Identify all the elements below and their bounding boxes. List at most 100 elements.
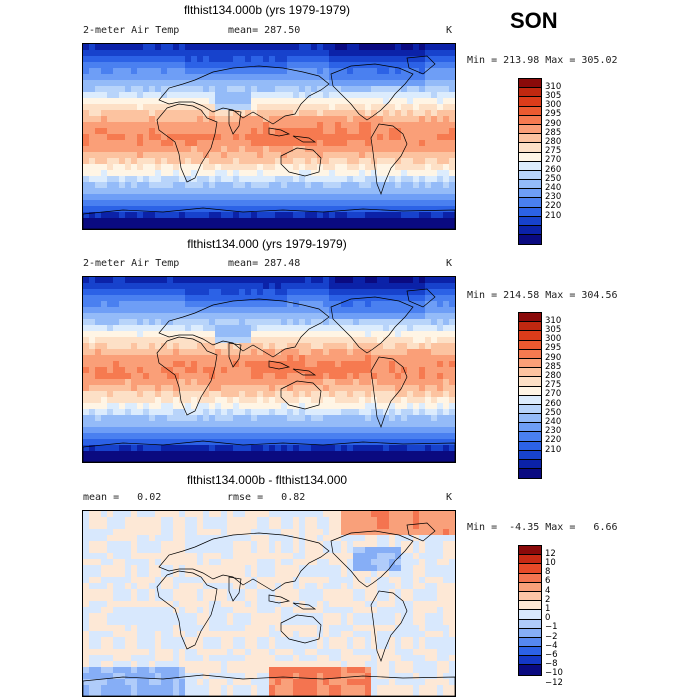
field-cell bbox=[119, 194, 126, 201]
field-cell bbox=[107, 164, 114, 171]
field-cell bbox=[131, 517, 138, 524]
field-cell bbox=[221, 200, 228, 207]
field-cell bbox=[389, 164, 396, 171]
field-cell bbox=[113, 283, 120, 290]
field-cell bbox=[287, 523, 294, 530]
field-cell bbox=[209, 445, 216, 452]
field-cell bbox=[95, 188, 102, 195]
field-cell bbox=[347, 164, 354, 171]
field-cell bbox=[341, 206, 348, 213]
field-cell bbox=[215, 128, 222, 135]
field-cell bbox=[143, 547, 150, 554]
field-cell bbox=[335, 170, 342, 177]
field-cell bbox=[347, 50, 354, 57]
field-cell bbox=[383, 583, 390, 590]
field-cell bbox=[131, 565, 138, 572]
field-cell bbox=[173, 68, 180, 75]
field-cell bbox=[83, 529, 90, 536]
field-cell bbox=[443, 403, 450, 410]
field-cell bbox=[365, 445, 372, 452]
field-cell bbox=[149, 415, 156, 422]
field-cell bbox=[155, 319, 162, 326]
field-cell bbox=[161, 122, 168, 129]
field-cell bbox=[407, 110, 414, 117]
field-cell bbox=[107, 517, 114, 524]
field-cell bbox=[131, 397, 138, 404]
field-cell bbox=[233, 212, 240, 219]
field-cell bbox=[275, 433, 282, 440]
field-cell bbox=[395, 535, 402, 542]
field-cell bbox=[191, 415, 198, 422]
field-cell bbox=[383, 547, 390, 554]
field-cell bbox=[137, 541, 144, 548]
field-cell bbox=[167, 98, 174, 105]
field-cell bbox=[191, 427, 198, 434]
field-cell bbox=[329, 224, 336, 229]
field-cell bbox=[107, 457, 114, 462]
field-cell bbox=[101, 206, 108, 213]
field-cell bbox=[287, 158, 294, 165]
field-cell bbox=[293, 397, 300, 404]
field-cell bbox=[371, 56, 378, 63]
field-cell bbox=[311, 529, 318, 536]
field-cell bbox=[419, 571, 426, 578]
field-cell bbox=[407, 391, 414, 398]
field-cell bbox=[83, 403, 90, 410]
field-cell bbox=[437, 182, 444, 189]
field-cell bbox=[179, 451, 186, 458]
field-cell bbox=[347, 331, 354, 338]
field-cell bbox=[395, 595, 402, 602]
field-cell bbox=[449, 331, 455, 338]
field-cell bbox=[227, 134, 234, 141]
field-cell bbox=[251, 337, 258, 344]
field-cell bbox=[155, 451, 162, 458]
field-cell bbox=[407, 224, 414, 229]
panel-2-mean-label: mean= 287.48 bbox=[228, 258, 301, 269]
field-cell bbox=[185, 283, 192, 290]
panel-3-rmse-label: rmse = 0.82 bbox=[227, 492, 306, 503]
field-cell bbox=[323, 301, 330, 308]
field-cell bbox=[269, 541, 276, 548]
field-cell bbox=[389, 194, 396, 201]
field-cell bbox=[197, 128, 204, 135]
field-cell bbox=[209, 541, 216, 548]
field-cell bbox=[101, 200, 108, 207]
field-cell bbox=[431, 577, 438, 584]
field-cell bbox=[137, 427, 144, 434]
field-cell bbox=[89, 535, 96, 542]
field-cell bbox=[437, 361, 444, 368]
field-cell bbox=[173, 559, 180, 566]
field-cell bbox=[197, 319, 204, 326]
field-cell bbox=[209, 529, 216, 536]
field-cell bbox=[293, 301, 300, 308]
field-cell bbox=[239, 349, 246, 356]
field-cell bbox=[245, 349, 252, 356]
field-cell bbox=[287, 68, 294, 75]
field-cell bbox=[317, 403, 324, 410]
field-cell bbox=[209, 403, 216, 410]
field-cell bbox=[365, 541, 372, 548]
field-cell bbox=[263, 176, 270, 183]
field-cell bbox=[173, 62, 180, 69]
field-cell bbox=[173, 355, 180, 362]
field-cell bbox=[341, 122, 348, 129]
field-cell bbox=[245, 182, 252, 189]
field-cell bbox=[143, 361, 150, 368]
field-cell bbox=[131, 595, 138, 602]
field-cell bbox=[113, 451, 120, 458]
field-cell bbox=[383, 86, 390, 93]
field-cell bbox=[137, 349, 144, 356]
field-cell bbox=[371, 409, 378, 416]
field-cell bbox=[83, 104, 90, 111]
field-cell bbox=[323, 170, 330, 177]
field-cell bbox=[419, 80, 426, 87]
field-cell bbox=[383, 158, 390, 165]
field-cell bbox=[227, 523, 234, 530]
field-cell bbox=[287, 182, 294, 189]
field-cell bbox=[239, 451, 246, 458]
field-cell bbox=[365, 74, 372, 81]
field-cell bbox=[137, 152, 144, 159]
field-cell bbox=[215, 595, 222, 602]
field-cell bbox=[305, 200, 312, 207]
field-cell bbox=[389, 289, 396, 296]
